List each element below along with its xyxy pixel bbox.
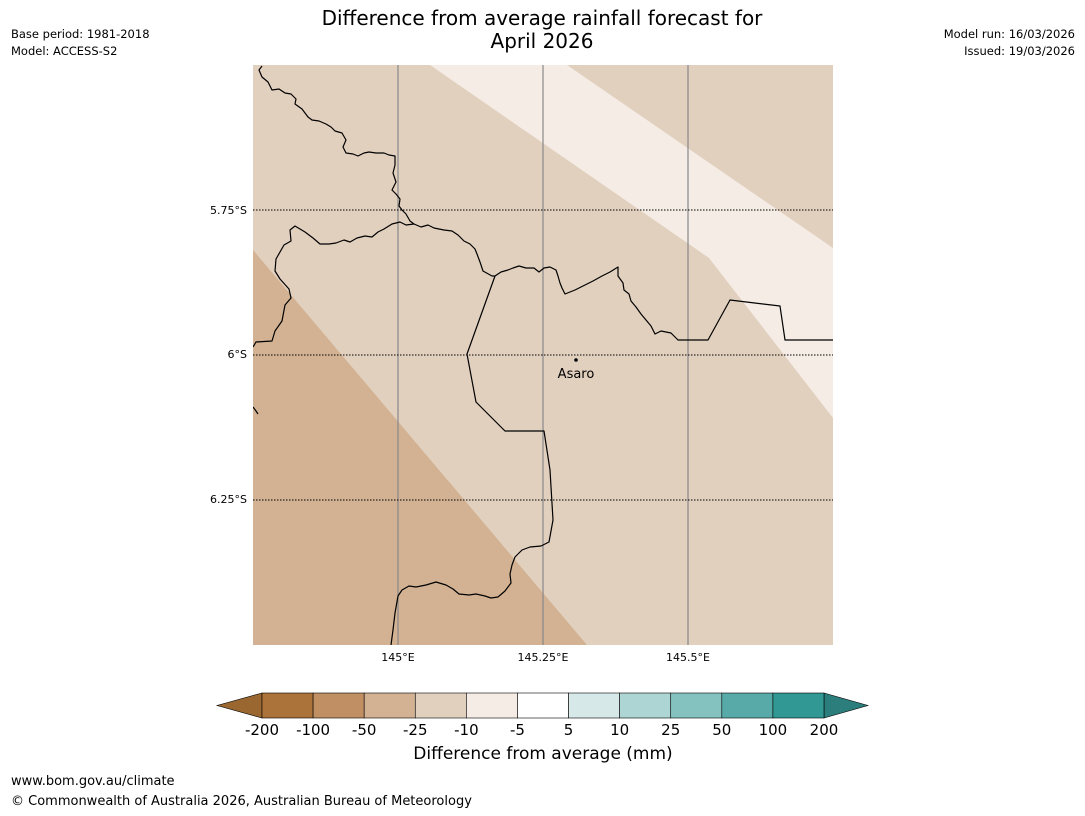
- border-central: [413, 223, 833, 341]
- colorbar-tick-label: -100: [296, 721, 330, 739]
- lat-label-6-25: 6.25°S: [210, 493, 247, 506]
- colorbar-tick-label: -50: [352, 721, 377, 739]
- colorbar-tick-label: 25: [661, 721, 680, 739]
- colorbar-tick-label: 100: [759, 721, 788, 739]
- colorbar-tick-label: 50: [712, 721, 731, 739]
- colorbar-swatch: [772, 692, 825, 719]
- border-west-edge: [253, 406, 259, 415]
- lon-label-145: 145°E: [381, 651, 414, 664]
- colorbar-swatch: [517, 692, 569, 719]
- longitude-labels: 145°E 145.25°E 145.5°E: [381, 651, 710, 664]
- lon-label-145-25: 145.25°E: [518, 651, 569, 664]
- footer-url: www.bom.gov.au/climate: [11, 774, 175, 789]
- meta-right: Model run: 16/03/2026 Issued: 19/03/2026: [944, 26, 1075, 60]
- colorbar-swatch: [414, 692, 467, 719]
- colorbar: -200 -100 -50 -25 -10 -5 5 10 25 50 100 200: [215, 692, 870, 739]
- colorbar-tick-label: 200: [810, 721, 839, 739]
- meta-left: Base period: 1981-2018 Model: ACCESS-S2: [11, 26, 150, 60]
- border-north: [253, 65, 415, 348]
- place-marker: Asaro: [558, 358, 595, 382]
- drier-zone: [253, 250, 587, 645]
- issued-date: Issued: 19/03/2026: [964, 44, 1075, 58]
- lon-label-145-5: 145.5°E: [666, 651, 710, 664]
- base-period: Base period: 1981-2018: [11, 27, 150, 41]
- colorbar-tick-label: -25: [403, 721, 428, 739]
- colorbar-label: Difference from average (mm): [413, 744, 673, 764]
- asaro-label: Asaro: [558, 367, 595, 382]
- latitude-labels: 5.75°S 6°S 6.25°S: [210, 204, 247, 506]
- colorbar-tick-label: 5: [564, 721, 574, 739]
- near-average-zone: [430, 65, 833, 418]
- lat-label-6: 6°S: [228, 348, 247, 361]
- colorbar-swatch: [670, 692, 723, 719]
- colorbar-swatch: [261, 692, 314, 719]
- latitude-lines: [253, 209, 833, 501]
- province-borders: [253, 65, 833, 645]
- colorbar-swatch: [721, 692, 774, 719]
- colorbar-tick-label: -10: [454, 721, 479, 739]
- asaro-dot: [574, 358, 578, 362]
- colorbar-swatch: [619, 692, 672, 719]
- colorbar-tick-label: 10: [610, 721, 629, 739]
- footer-copyright: © Commonwealth of Australia 2026, Austra…: [11, 794, 472, 809]
- colorbar-tick-label: -5: [510, 721, 525, 739]
- lat-label-5-75: 5.75°S: [210, 204, 247, 217]
- map-area: [253, 65, 833, 645]
- colorbar-swatch: [466, 692, 518, 719]
- colorbar-extend-low: [215, 692, 263, 719]
- model-name: Model: ACCESS-S2: [11, 44, 118, 58]
- model-run: Model run: 16/03/2026: [943, 27, 1075, 41]
- title-line-1: Difference from average rainfall forecas…: [321, 6, 763, 30]
- title-line-2: April 2026: [490, 29, 594, 53]
- map-title: Difference from average rainfall forecas…: [242, 7, 842, 53]
- colorbar-extend-high: [823, 692, 870, 719]
- border-east-west-divide: [390, 275, 554, 645]
- colorbar-swatch: [312, 692, 365, 719]
- colorbar-swatch: [568, 692, 620, 719]
- colorbar-tick-label: -200: [245, 721, 279, 739]
- colorbar-swatch: [363, 692, 416, 719]
